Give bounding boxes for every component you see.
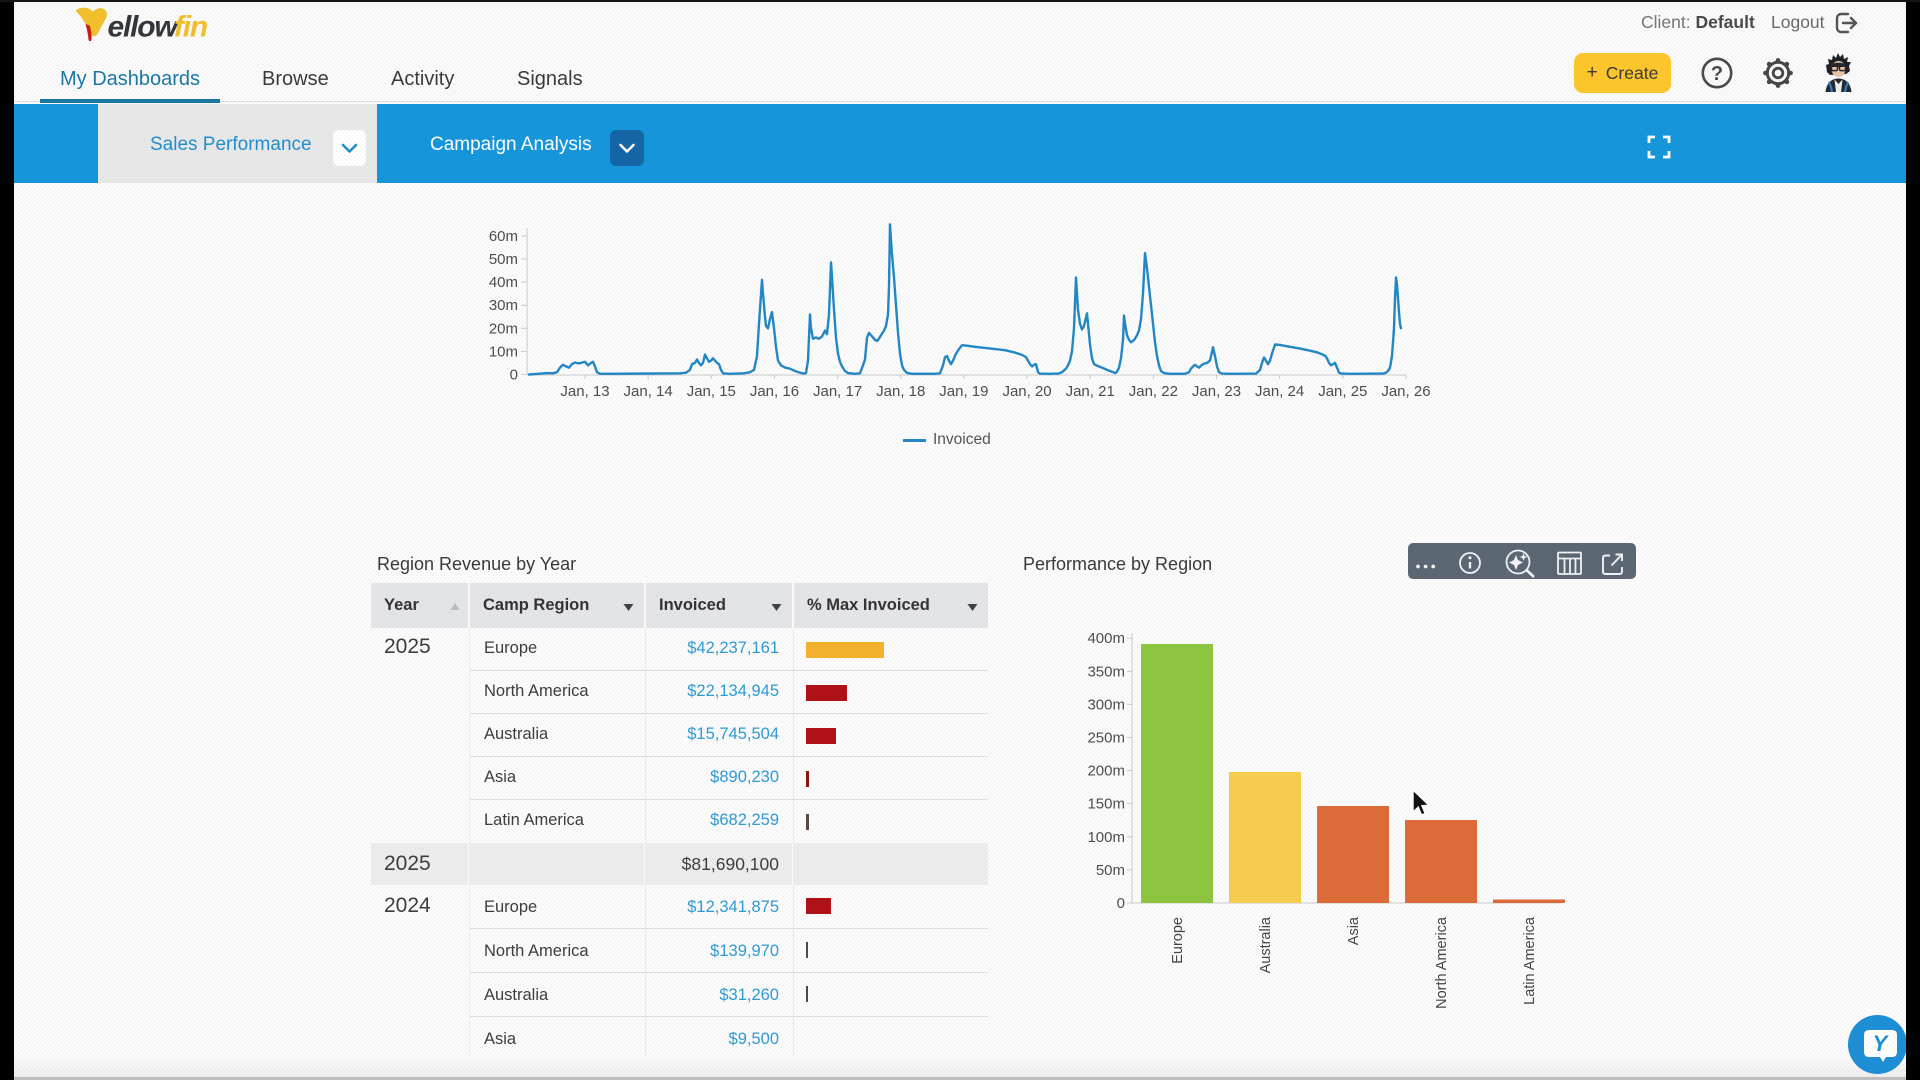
svg-text:400m: 400m bbox=[1087, 630, 1125, 647]
svg-text:60m: 60m bbox=[489, 228, 518, 245]
svg-text:250m: 250m bbox=[1087, 730, 1125, 747]
svg-text:Y: Y bbox=[1873, 1031, 1890, 1056]
svg-text:Asia: Asia bbox=[1346, 916, 1362, 945]
svg-text:350m: 350m bbox=[1087, 663, 1125, 680]
svg-text:40m: 40m bbox=[489, 274, 518, 291]
svg-text:50m: 50m bbox=[1096, 862, 1125, 879]
svg-text:Jan, 18: Jan, 18 bbox=[876, 383, 925, 400]
svg-text:Jan, 26: Jan, 26 bbox=[1381, 383, 1430, 400]
svg-text:Jan, 14: Jan, 14 bbox=[624, 383, 673, 400]
svg-text:Jan, 23: Jan, 23 bbox=[1192, 383, 1241, 400]
svg-text:Australia: Australia bbox=[1258, 916, 1274, 973]
svg-text:300m: 300m bbox=[1087, 696, 1125, 713]
svg-text:200m: 200m bbox=[1087, 763, 1125, 780]
svg-text:North America: North America bbox=[1434, 916, 1450, 1009]
svg-text:0: 0 bbox=[1117, 895, 1125, 912]
svg-text:30m: 30m bbox=[489, 297, 518, 314]
svg-text:Europe: Europe bbox=[1170, 917, 1186, 964]
svg-text:Jan, 24: Jan, 24 bbox=[1255, 383, 1304, 400]
svg-text:Jan, 25: Jan, 25 bbox=[1318, 383, 1367, 400]
svg-text:Jan, 16: Jan, 16 bbox=[750, 383, 799, 400]
svg-text:Jan, 17: Jan, 17 bbox=[813, 383, 862, 400]
svg-text:50m: 50m bbox=[489, 251, 518, 268]
svg-text:Jan, 22: Jan, 22 bbox=[1129, 383, 1178, 400]
svg-text:10m: 10m bbox=[489, 343, 518, 360]
svg-text:0: 0 bbox=[510, 367, 518, 384]
svg-text:Jan, 20: Jan, 20 bbox=[1002, 383, 1051, 400]
svg-text:100m: 100m bbox=[1087, 829, 1125, 846]
svg-text:Latin America: Latin America bbox=[1522, 916, 1538, 1005]
svg-text:150m: 150m bbox=[1087, 796, 1125, 813]
svg-text:?: ? bbox=[1711, 63, 1723, 85]
svg-text:Jan, 21: Jan, 21 bbox=[1066, 383, 1115, 400]
svg-text:fin: fin bbox=[174, 10, 208, 43]
svg-text:20m: 20m bbox=[489, 320, 518, 337]
svg-text:Jan, 13: Jan, 13 bbox=[560, 383, 609, 400]
svg-text:Jan, 19: Jan, 19 bbox=[939, 383, 988, 400]
svg-text:ellow: ellow bbox=[108, 10, 180, 43]
svg-text:Jan, 15: Jan, 15 bbox=[687, 383, 736, 400]
